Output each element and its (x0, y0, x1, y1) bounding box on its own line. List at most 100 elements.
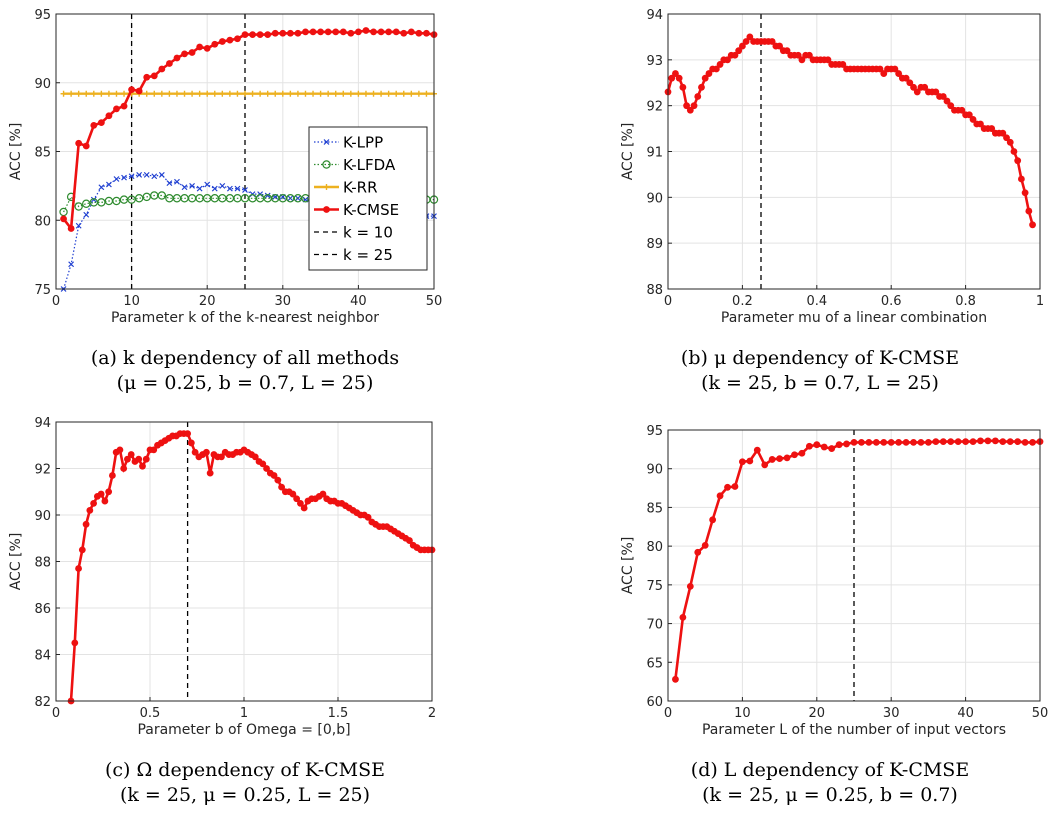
data-point (686, 106, 694, 114)
data-point (794, 51, 802, 59)
chart-b: 0 0.2 0.4 0.6 0.8 1 88 89 90 91 92 93 94 Parameter mu… (620, 8, 1044, 326)
data-point (1003, 134, 1010, 142)
data-point (932, 438, 940, 446)
x-axis-label: Parameter k of the k-nearest neighbor (111, 310, 379, 326)
y-tick-label: 90 (646, 463, 663, 478)
chart-d: 0 10 20 30 40 50 60 65 70 75 80 85 90 95 Parameter L o… (620, 424, 1048, 738)
data-point (783, 454, 791, 462)
data-point (75, 90, 82, 97)
data-point (347, 29, 355, 37)
x-tick-label: 1 (240, 706, 248, 721)
data-point (731, 483, 739, 490)
data-point (324, 28, 332, 36)
x-tick-label: 0.8 (955, 294, 976, 309)
axes-frame (55, 421, 433, 702)
data-point (127, 451, 135, 458)
data-point (683, 102, 690, 110)
data-point (339, 28, 347, 36)
data-point (783, 47, 791, 55)
x-axis-label: Parameter L of the number of input vecto… (702, 722, 1006, 738)
data-point (939, 438, 947, 446)
data-point (347, 90, 354, 97)
data-point (105, 112, 113, 120)
data-point (196, 43, 204, 51)
data-point (241, 31, 249, 39)
data-point (109, 472, 116, 479)
legend-marker (323, 139, 330, 145)
data-point (340, 90, 347, 97)
data-point (709, 516, 717, 524)
x-axis-label: Parameter b of Omega = [0,b] (137, 722, 350, 738)
y-tick-label: 88 (646, 283, 663, 298)
data-point (1006, 138, 1014, 146)
x-tick-label: 50 (1032, 706, 1049, 721)
data-point (166, 90, 173, 97)
data-point (317, 28, 324, 36)
data-point (317, 90, 324, 97)
data-point (768, 456, 776, 463)
y-tick-label: 85 (34, 146, 51, 161)
caption-c-line1: (c) Ω dependency of K-CMSE (104, 759, 386, 781)
x-tick-label: 0 (664, 294, 672, 309)
data-point (828, 445, 836, 452)
y-tick-label: 80 (646, 540, 663, 555)
data-point (910, 438, 917, 446)
data-point (355, 28, 362, 36)
data-point (75, 565, 82, 572)
data-point (858, 438, 865, 446)
x-tick-label: 50 (426, 294, 443, 309)
y-axis-label: ACC [%] (620, 537, 636, 595)
data-point (954, 438, 962, 446)
data-point (891, 65, 899, 73)
data-point (173, 54, 181, 62)
data-point (895, 70, 903, 77)
data-point (716, 492, 724, 500)
data-point (977, 437, 984, 445)
axes-frame (667, 429, 1041, 702)
legend-label: K-RR (343, 179, 378, 197)
data-point (184, 430, 192, 438)
data-point (423, 90, 430, 97)
data-point (701, 541, 709, 549)
data-point (876, 65, 884, 73)
data-point (668, 74, 676, 82)
data-point (378, 90, 385, 97)
data-point (90, 499, 97, 507)
y-tick-label: 84 (34, 649, 51, 664)
data-point (887, 438, 895, 446)
data-layer (664, 14, 1036, 289)
data-point (910, 83, 917, 91)
chart-a: 0 10 20 30 40 50 75 80 85 90 95 Parameter k of the … (8, 8, 442, 326)
series-k-cmse (672, 437, 1044, 683)
data-point (135, 87, 143, 95)
data-point (166, 180, 173, 187)
data-point (694, 93, 702, 100)
data-point (204, 181, 211, 188)
y-tick-label: 92 (646, 100, 663, 115)
y-tick-label: 95 (34, 8, 51, 23)
series-k-cmse (60, 27, 438, 232)
data-point (370, 28, 377, 36)
x-tick-label: 30 (275, 294, 292, 309)
data-point (705, 70, 713, 77)
data-point (690, 102, 698, 110)
data-point (791, 451, 798, 459)
data-point (969, 116, 977, 123)
data-point (999, 438, 1007, 446)
data-point (1014, 157, 1022, 165)
data-point (319, 490, 327, 498)
data-point (694, 548, 702, 556)
data-point (226, 36, 234, 44)
axes-frame (667, 13, 1041, 290)
data-point (158, 171, 165, 178)
data-point (251, 453, 259, 461)
data-point (105, 181, 112, 188)
data-point (191, 448, 199, 456)
data-point (218, 38, 226, 45)
data-point (746, 457, 754, 465)
data-point (309, 28, 317, 36)
x-tick-label: 0 (52, 706, 60, 721)
data-point (271, 29, 279, 37)
data-point (1025, 207, 1033, 215)
data-point (724, 56, 731, 64)
